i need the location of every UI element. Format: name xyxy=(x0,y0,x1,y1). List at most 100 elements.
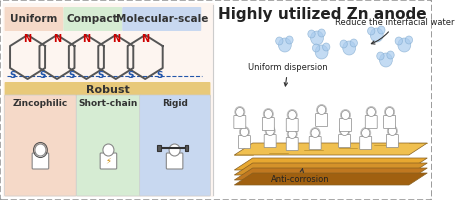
FancyBboxPatch shape xyxy=(309,136,321,150)
Circle shape xyxy=(264,110,273,118)
Polygon shape xyxy=(235,168,427,180)
Circle shape xyxy=(265,126,275,136)
Text: Uniform dispersion: Uniform dispersion xyxy=(248,63,328,86)
Text: Highly utilized Zn anode: Highly utilized Zn anode xyxy=(218,7,427,22)
FancyBboxPatch shape xyxy=(262,117,274,130)
FancyBboxPatch shape xyxy=(100,153,117,169)
Circle shape xyxy=(378,26,385,34)
Text: N: N xyxy=(53,34,61,44)
Circle shape xyxy=(398,38,411,52)
FancyBboxPatch shape xyxy=(238,136,251,148)
Circle shape xyxy=(288,110,297,119)
Circle shape xyxy=(340,127,349,136)
Circle shape xyxy=(311,31,323,45)
FancyBboxPatch shape xyxy=(157,145,161,151)
Text: Robust: Robust xyxy=(86,85,129,95)
Circle shape xyxy=(235,108,244,116)
Text: Uniform: Uniform xyxy=(10,14,58,24)
Text: S: S xyxy=(9,72,16,80)
FancyBboxPatch shape xyxy=(234,116,246,129)
Circle shape xyxy=(317,106,326,114)
Circle shape xyxy=(368,27,375,35)
Circle shape xyxy=(340,110,351,120)
Circle shape xyxy=(311,129,319,138)
Circle shape xyxy=(366,106,376,117)
Text: N: N xyxy=(24,34,31,44)
Circle shape xyxy=(287,129,297,140)
FancyBboxPatch shape xyxy=(360,136,372,150)
Circle shape xyxy=(266,127,274,136)
Circle shape xyxy=(239,127,250,138)
Circle shape xyxy=(361,129,370,138)
Text: S: S xyxy=(98,72,104,80)
Circle shape xyxy=(339,126,350,136)
FancyBboxPatch shape xyxy=(140,95,211,196)
Text: Rigid: Rigid xyxy=(162,99,188,108)
Circle shape xyxy=(35,144,46,156)
Text: ⚡: ⚡ xyxy=(105,156,111,166)
Circle shape xyxy=(322,43,330,51)
FancyBboxPatch shape xyxy=(122,7,201,31)
FancyBboxPatch shape xyxy=(365,116,377,129)
Text: S: S xyxy=(69,72,75,80)
Circle shape xyxy=(278,38,291,52)
Circle shape xyxy=(169,144,180,156)
Circle shape xyxy=(315,45,328,59)
FancyBboxPatch shape xyxy=(5,82,211,98)
FancyBboxPatch shape xyxy=(384,116,396,129)
Text: Compact: Compact xyxy=(67,14,118,24)
Polygon shape xyxy=(235,163,427,175)
FancyBboxPatch shape xyxy=(286,138,298,150)
Circle shape xyxy=(318,29,325,37)
Text: N: N xyxy=(141,34,149,44)
Circle shape xyxy=(405,36,413,44)
Circle shape xyxy=(395,37,402,45)
FancyBboxPatch shape xyxy=(338,134,351,148)
FancyBboxPatch shape xyxy=(32,153,49,169)
Circle shape xyxy=(343,41,356,55)
Text: N: N xyxy=(82,34,90,44)
Circle shape xyxy=(385,108,394,116)
Text: S: S xyxy=(127,72,134,80)
Circle shape xyxy=(377,52,384,60)
Circle shape xyxy=(310,128,320,138)
Circle shape xyxy=(360,128,371,138)
FancyBboxPatch shape xyxy=(286,118,298,132)
Circle shape xyxy=(340,40,347,48)
Polygon shape xyxy=(235,143,427,155)
Circle shape xyxy=(288,130,297,138)
Text: Zincophilic: Zincophilic xyxy=(13,99,68,108)
FancyBboxPatch shape xyxy=(5,95,76,196)
Polygon shape xyxy=(235,173,427,185)
FancyBboxPatch shape xyxy=(185,145,188,151)
FancyBboxPatch shape xyxy=(76,95,141,196)
Circle shape xyxy=(317,104,327,116)
Circle shape xyxy=(379,53,392,67)
FancyBboxPatch shape xyxy=(166,153,183,169)
Circle shape xyxy=(286,36,293,44)
FancyBboxPatch shape xyxy=(386,134,399,148)
FancyBboxPatch shape xyxy=(5,7,63,31)
Circle shape xyxy=(384,106,395,117)
FancyBboxPatch shape xyxy=(63,7,122,31)
Text: Reduce the interfacial water: Reduce the interfacial water xyxy=(336,18,455,44)
FancyBboxPatch shape xyxy=(0,0,432,200)
FancyBboxPatch shape xyxy=(3,3,214,197)
Circle shape xyxy=(350,39,358,47)
Circle shape xyxy=(103,144,114,156)
Circle shape xyxy=(313,44,320,52)
Circle shape xyxy=(240,128,249,136)
Circle shape xyxy=(341,110,350,119)
Circle shape xyxy=(235,106,245,117)
FancyBboxPatch shape xyxy=(339,118,352,132)
Polygon shape xyxy=(235,158,427,170)
Text: S: S xyxy=(39,72,46,80)
Text: N: N xyxy=(112,34,120,44)
FancyBboxPatch shape xyxy=(316,114,328,127)
Text: Short-chain: Short-chain xyxy=(79,99,138,108)
Text: Molecular-scale: Molecular-scale xyxy=(116,14,208,24)
Circle shape xyxy=(287,110,297,120)
Circle shape xyxy=(308,30,315,38)
Circle shape xyxy=(387,126,398,136)
Text: Anti-corrosion: Anti-corrosion xyxy=(271,169,329,184)
